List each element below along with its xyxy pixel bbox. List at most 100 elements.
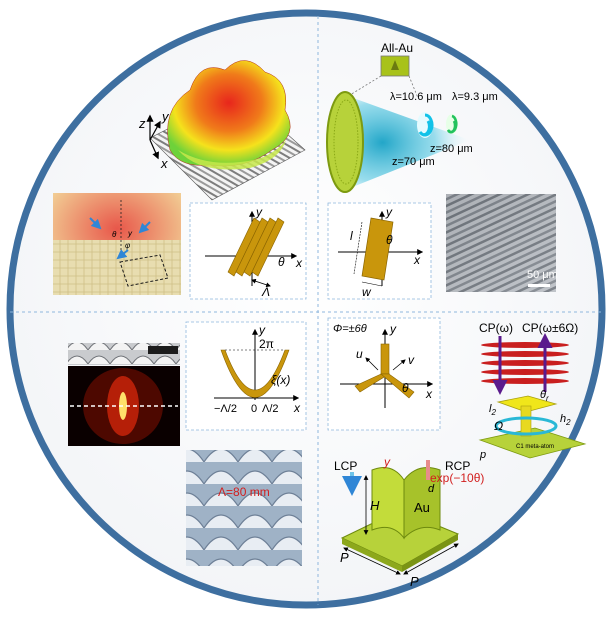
grating-y-label: y <box>255 205 263 219</box>
height-label: H <box>370 498 380 513</box>
z70-label: z=70 μm <box>392 156 435 168</box>
au-label: Au <box>414 500 430 515</box>
lambda-2-label: λ=9.3 μm <box>452 91 498 103</box>
grating-x-label: x <box>295 256 303 270</box>
d-label: d <box>428 483 435 495</box>
profile-x-label: x <box>293 401 301 415</box>
au-fin-right <box>403 467 441 540</box>
rotated-rect-panel: y x l w θ <box>327 202 432 300</box>
profile-2pi-label: 2π <box>259 337 274 351</box>
au-meta-atom-figure: LCP y RCP exp(−10θ) d Au H P P <box>334 455 484 589</box>
spin-rotation-figure: CP(ω) CP(ω±6Ω) l2 θr h2 Ω p C1 meta-atom <box>478 321 587 461</box>
scale-bar-label: 50 μm <box>527 269 558 281</box>
quadrant-dividers <box>10 13 602 605</box>
sem-image-top: 50 μm <box>446 194 558 292</box>
unit-cell-element <box>391 60 399 70</box>
sem-strip-inset <box>148 346 178 354</box>
trimer-x-label: x <box>425 387 433 401</box>
au-y-label: y <box>383 455 391 469</box>
meta-atom-base-label: C1 meta-atom <box>516 444 554 450</box>
axis-y-label: y <box>161 109 170 124</box>
wave-packets <box>481 342 569 384</box>
trimer-theta-label: θ <box>402 381 409 395</box>
lcp-label: LCP <box>334 459 357 473</box>
light-cone <box>345 95 470 190</box>
focus-dashed-square <box>119 254 169 287</box>
axis-x-label: x <box>160 156 168 171</box>
rcp-label: RCP <box>445 459 470 473</box>
sem-bottom-background <box>186 450 302 566</box>
cp-in-label: CP(ω) <box>479 321 513 335</box>
u-axis <box>365 357 379 371</box>
trimer-panel: Φ=±6θ y u v θ x <box>327 317 441 431</box>
outer-circle-background <box>10 13 602 605</box>
trimer-v-label: v <box>408 353 415 367</box>
period-marker-2 <box>403 543 459 575</box>
grating-theta-label: θ <box>278 255 285 269</box>
parabola-fill <box>220 349 290 398</box>
focus-intensity-figure <box>68 343 180 446</box>
grating-bars <box>227 217 285 277</box>
phase-exp-label: exp(−10θ) <box>430 471 484 485</box>
incident-beam-figure: θ y φ <box>53 193 181 295</box>
grating-period-label: Λ <box>261 285 270 299</box>
grating-panel: y x θ Λ <box>189 202 307 300</box>
trimer-y-label: y <box>389 322 397 336</box>
axis-z-label: z <box>138 116 146 131</box>
axes-3d <box>146 114 161 160</box>
omega-label: Ω <box>494 419 503 433</box>
metasurface-floor <box>53 240 181 295</box>
farfield-pattern-figure: z y x <box>138 60 306 201</box>
outer-ring <box>6 9 606 609</box>
period-80-label: Λ=80 mm <box>218 485 270 499</box>
profile-xi-label: ξ(x) <box>271 373 290 387</box>
cp-out-label: CP(ω±6Ω) <box>522 321 578 335</box>
l2-label: l2 <box>489 403 496 417</box>
meta-atom-base <box>478 427 587 459</box>
meta-atom-top <box>496 395 558 413</box>
period-marker-1 <box>343 547 401 575</box>
beam-arrows <box>89 217 151 260</box>
trimer-u-label: u <box>356 347 363 361</box>
vortex-blue <box>417 112 434 138</box>
rect-theta-label: θ <box>386 233 393 247</box>
meta-atom-pillar <box>520 405 532 437</box>
h2-label: h2 <box>560 413 571 427</box>
z80-label: z=80 μm <box>430 143 473 155</box>
period-p1-label: P <box>340 550 349 565</box>
phase-profile-panel: y 2π ξ(x) −Λ/2 0 Λ/2 x <box>185 321 307 431</box>
trimer-shape <box>354 343 415 399</box>
profile-y-label: y <box>258 323 266 337</box>
theta-r-label: θr <box>540 389 549 403</box>
lambda-1-label: λ=10.6 μm <box>390 91 442 103</box>
phi-small-label: φ <box>125 241 130 250</box>
trimer-phi-label: Φ=±6θ <box>333 323 367 335</box>
rect-l-label: l <box>350 229 353 243</box>
v-axis <box>392 359 406 371</box>
rotation-ring <box>494 416 558 436</box>
rotated-rectangle <box>361 217 394 281</box>
y-small-label: y <box>127 229 133 238</box>
phase-profile-border <box>185 321 307 431</box>
vortex-green <box>446 114 458 134</box>
vortex-beam-figure: All-Au λ=10.6 μm λ=9.3 μm z=80 μm z=70 μ… <box>326 41 498 193</box>
p-label: p <box>479 449 486 461</box>
width-marker <box>361 281 383 287</box>
sem-image-bottom: Λ=80 mm <box>186 450 302 566</box>
length-marker <box>353 221 363 275</box>
rect-w-label: w <box>362 285 372 299</box>
all-au-label: All-Au <box>381 41 413 55</box>
profile-neg-label: −Λ/2 <box>214 403 237 415</box>
metalens-disk-pattern <box>333 99 359 185</box>
theta-small-label: θ <box>112 230 117 239</box>
period-p2-label: P <box>410 574 419 589</box>
profile-pos-label: Λ/2 <box>262 403 279 415</box>
period-marker <box>251 278 271 288</box>
rect-y-label: y <box>385 205 393 219</box>
blob-base <box>178 140 286 170</box>
profile-zero-label: 0 <box>251 403 257 415</box>
rect-x-label: x <box>413 253 421 267</box>
sem-top-texture <box>446 194 556 292</box>
scale-bar <box>528 284 550 287</box>
